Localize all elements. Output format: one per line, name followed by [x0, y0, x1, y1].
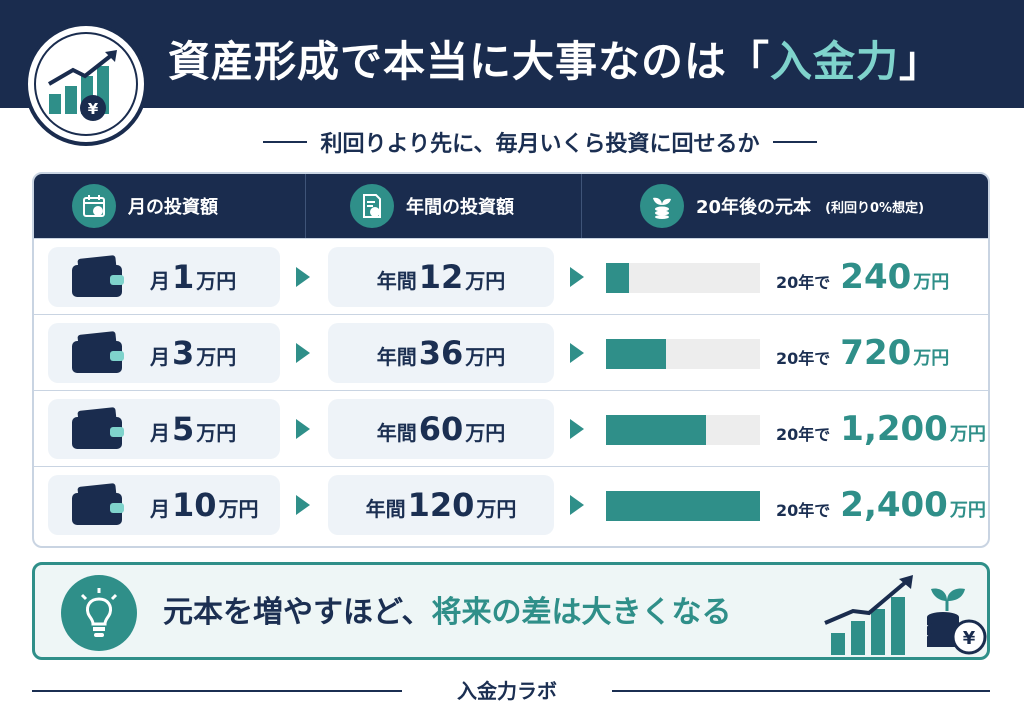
callout-box: 元本を増やすほど、将来の差は大きくなる ¥ [32, 562, 990, 660]
comparison-table: 月の投資額 年間の投資額 [32, 172, 990, 548]
monthly-amount: 月 10 万円 [150, 486, 259, 524]
wallet-icon [72, 407, 124, 449]
svg-text:¥: ¥ [963, 628, 976, 649]
annual-amount-cell: 年間 60 万円 [328, 399, 554, 459]
principal-bar-fill [606, 491, 760, 521]
col-header-monthly: 月の投資額 [34, 174, 306, 238]
growth-chart-yen-icon: ¥ [24, 22, 148, 146]
arrow-right-icon [570, 495, 584, 515]
monthly-amount: 月 1 万円 [150, 258, 237, 296]
principal-result: 20年で 240 万円 [776, 257, 950, 297]
subtitle: 利回りより先に、毎月いくら投資に回せるか [320, 132, 760, 157]
principal-bar-fill [606, 263, 629, 293]
principal-bar-fill [606, 339, 666, 369]
principal-result: 20年で 2,400 万円 [776, 485, 986, 525]
monthly-amount-cell: 月 10 万円 [48, 475, 280, 535]
principal-result: 20年で 1,200 万円 [776, 409, 986, 449]
footer-divider-right [612, 690, 990, 692]
col-header-result: 20年後の元本 (利回り0%想定) [582, 174, 988, 238]
annual-amount: 年間 120 万円 [365, 486, 517, 524]
principal-bar [606, 263, 760, 293]
wallet-icon [72, 255, 124, 297]
subtitle-row: 利回りより先に、毎月いくら投資に回せるか [190, 124, 890, 160]
callout-accent: 将来の差は大きくなる [431, 595, 732, 630]
arrow-right-icon [296, 343, 310, 363]
annual-amount: 年間 60 万円 [376, 410, 506, 448]
arrow-right-icon [570, 343, 584, 363]
arrow-right-icon [296, 495, 310, 515]
annual-amount-cell: 年間 12 万円 [328, 247, 554, 307]
annual-amount-cell: 年間 120 万円 [328, 475, 554, 535]
subtitle-dash-right [773, 141, 818, 143]
title-accent: 入金力 [770, 37, 900, 86]
col-label-monthly: 月の投資額 [128, 197, 218, 218]
arrow-right-icon [570, 267, 584, 287]
table-row: 月 3 万円 年間 36 万円 20年で 720 万円 [34, 314, 988, 390]
col-label-result-note: (利回り0%想定) [825, 200, 925, 216]
table-row: 月 5 万円 年間 60 万円 20年で 1,200 万円 [34, 390, 988, 466]
col-label-result: 20年後の元本 [696, 197, 812, 218]
principal-bar [606, 415, 760, 445]
wallet-icon [72, 331, 124, 373]
wallet-icon [72, 483, 124, 525]
principal-bar-fill [606, 415, 706, 445]
document-yen-icon [350, 184, 394, 228]
col-header-annual: 年間の投資額 [306, 174, 582, 238]
col-label-annual: 年間の投資額 [406, 197, 514, 218]
callout-text: 元本を増やすほど、将来の差は大きくなる [163, 595, 732, 630]
growth-bars-coins-icon: ¥ [823, 571, 989, 657]
monthly-amount: 月 5 万円 [150, 410, 237, 448]
header-banner [0, 0, 1024, 108]
page-title: 資産形成で本当に大事なのは「入金力」 [168, 37, 943, 86]
monthly-amount: 月 3 万円 [150, 334, 237, 372]
footer-divider-left [32, 690, 402, 692]
table-header: 月の投資額 年間の投資額 [34, 174, 988, 238]
footer-brand: 入金力ラボ [457, 679, 557, 703]
lightbulb-icon [61, 575, 137, 651]
annual-amount-cell: 年間 36 万円 [328, 323, 554, 383]
arrow-right-icon [570, 419, 584, 439]
svg-text:¥: ¥ [88, 100, 99, 118]
table-row: 月 10 万円 年間 120 万円 20年で 2,400 万円 [34, 466, 988, 542]
subtitle-dash-left [262, 141, 307, 143]
sprout-coins-icon [640, 184, 684, 228]
monthly-amount-cell: 月 3 万円 [48, 323, 280, 383]
arrow-right-icon [296, 419, 310, 439]
calendar-yen-icon [72, 184, 116, 228]
principal-bar [606, 491, 760, 521]
annual-amount: 年間 12 万円 [376, 258, 506, 296]
monthly-amount-cell: 月 5 万円 [48, 399, 280, 459]
principal-result: 20年で 720 万円 [776, 333, 950, 373]
arrow-right-icon [296, 267, 310, 287]
table-row: 月 1 万円 年間 12 万円 20年で 240 万円 [34, 238, 988, 314]
annual-amount: 年間 36 万円 [376, 334, 506, 372]
monthly-amount-cell: 月 1 万円 [48, 247, 280, 307]
principal-bar [606, 339, 760, 369]
